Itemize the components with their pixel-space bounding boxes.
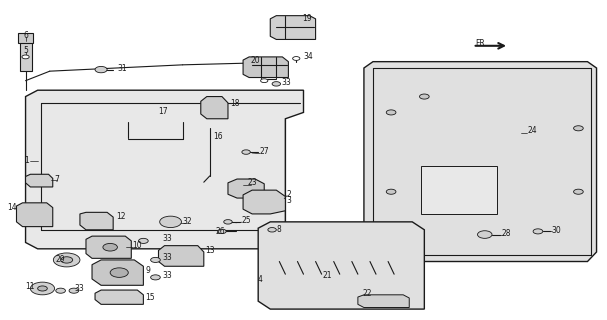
Polygon shape xyxy=(19,39,32,71)
Polygon shape xyxy=(201,97,228,119)
Polygon shape xyxy=(421,166,497,214)
Polygon shape xyxy=(258,222,424,309)
Text: 19: 19 xyxy=(302,14,312,23)
Text: 8: 8 xyxy=(276,225,281,234)
Text: 25: 25 xyxy=(241,216,251,225)
Circle shape xyxy=(419,94,429,99)
Circle shape xyxy=(386,189,396,194)
Circle shape xyxy=(95,67,107,73)
Circle shape xyxy=(218,229,226,234)
Circle shape xyxy=(38,286,47,291)
Text: 32: 32 xyxy=(183,217,192,226)
Text: 4: 4 xyxy=(257,276,262,284)
Circle shape xyxy=(268,228,276,232)
Polygon shape xyxy=(16,203,53,227)
Polygon shape xyxy=(25,174,53,187)
Text: 2: 2 xyxy=(287,190,291,199)
Circle shape xyxy=(151,257,160,262)
Text: 18: 18 xyxy=(230,99,239,108)
Circle shape xyxy=(574,126,583,131)
Text: 23: 23 xyxy=(248,178,257,187)
Polygon shape xyxy=(364,62,597,261)
Text: 28: 28 xyxy=(501,229,511,238)
Circle shape xyxy=(69,288,79,293)
Text: FR.: FR. xyxy=(476,39,487,48)
Text: 3: 3 xyxy=(287,196,291,205)
Circle shape xyxy=(56,288,66,293)
Text: 27: 27 xyxy=(260,147,270,156)
Polygon shape xyxy=(243,190,285,214)
Circle shape xyxy=(103,244,117,251)
Text: 15: 15 xyxy=(145,292,155,301)
Text: 13: 13 xyxy=(205,246,215,255)
Circle shape xyxy=(224,220,232,224)
Text: 16: 16 xyxy=(213,132,223,141)
Text: 10: 10 xyxy=(132,241,142,250)
Polygon shape xyxy=(18,33,33,43)
Text: 20: 20 xyxy=(250,56,260,65)
Text: 34: 34 xyxy=(304,52,313,61)
Text: 11: 11 xyxy=(25,282,35,291)
Circle shape xyxy=(574,189,583,194)
Circle shape xyxy=(533,229,543,234)
Text: 6: 6 xyxy=(23,31,28,40)
Text: 5: 5 xyxy=(23,46,28,55)
Polygon shape xyxy=(243,57,288,77)
Text: 7: 7 xyxy=(55,174,59,184)
Text: 33: 33 xyxy=(162,234,172,243)
Circle shape xyxy=(138,238,148,244)
Text: 14: 14 xyxy=(7,203,16,212)
Polygon shape xyxy=(358,295,409,308)
Polygon shape xyxy=(80,212,113,230)
Text: 22: 22 xyxy=(362,289,371,298)
Text: 1: 1 xyxy=(24,156,29,164)
Circle shape xyxy=(272,82,280,86)
Polygon shape xyxy=(228,179,264,198)
Circle shape xyxy=(53,253,80,267)
Polygon shape xyxy=(270,16,316,39)
Polygon shape xyxy=(158,246,204,266)
Text: 33: 33 xyxy=(162,253,172,262)
Text: 29: 29 xyxy=(55,255,65,264)
Circle shape xyxy=(160,216,181,228)
Circle shape xyxy=(30,282,55,295)
Polygon shape xyxy=(95,290,143,304)
Circle shape xyxy=(151,275,160,280)
Polygon shape xyxy=(25,90,304,249)
Circle shape xyxy=(110,268,128,277)
Circle shape xyxy=(293,57,300,60)
Circle shape xyxy=(478,231,492,238)
Circle shape xyxy=(386,110,396,115)
Circle shape xyxy=(22,55,29,59)
Text: 17: 17 xyxy=(158,107,168,116)
Text: 24: 24 xyxy=(527,126,537,135)
Text: 9: 9 xyxy=(145,266,150,275)
Text: 12: 12 xyxy=(116,212,126,221)
Polygon shape xyxy=(92,260,143,285)
Text: 26: 26 xyxy=(215,227,225,236)
Circle shape xyxy=(260,79,268,83)
Text: 31: 31 xyxy=(117,64,127,74)
Text: 30: 30 xyxy=(551,226,561,235)
Text: 33: 33 xyxy=(162,271,172,280)
Circle shape xyxy=(61,257,73,263)
Polygon shape xyxy=(86,236,131,258)
Text: 33: 33 xyxy=(281,78,291,87)
Text: 21: 21 xyxy=(323,271,333,280)
Circle shape xyxy=(242,150,250,154)
Text: 33: 33 xyxy=(75,284,84,293)
